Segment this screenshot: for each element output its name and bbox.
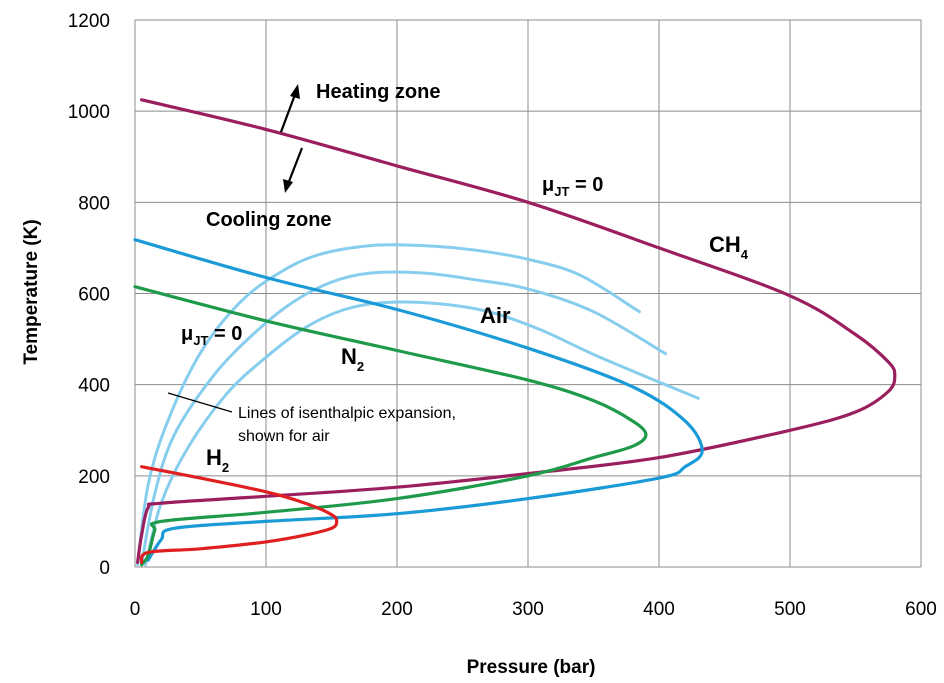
mu-equals: = 0 [208,323,242,345]
series-line-air [133,238,704,562]
series-line-ch4 [136,98,897,564]
isenthalp-label-line2: shown for air [238,428,330,445]
h2-label: H2 [206,445,229,475]
mu-jt-label-upper: μJT = 0 [542,174,603,199]
ch4-main: CH [709,232,741,257]
isenthalp-line [144,300,700,567]
mu-jt-label-lower: μJT = 0 [181,323,242,348]
y-tick-label: 1000 [68,102,110,123]
x-tick-label: 0 [130,599,141,620]
annotation-cooling-zone: Cooling zone [206,147,332,231]
y-tick-label: 0 [99,558,110,579]
h2-subscript: 2 [222,460,229,475]
mu-subscript: JT [193,333,208,348]
y-tick-label: 600 [78,285,110,306]
n2-main: N [341,344,357,369]
y-tick-labels: 0 200 400 600 800 1000 1200 [68,11,110,579]
cooling-zone-label: Cooling zone [206,209,332,231]
heating-arrow [279,91,298,133]
grid [135,19,922,567]
annotation-heating-zone: Heating zone [279,81,440,133]
series-line-n2 [133,285,648,567]
y-tick-label: 400 [78,376,110,397]
n2-label: N2 [341,344,364,374]
isenthalp-leader-line [167,392,233,413]
cooling-arrowhead [283,179,293,193]
isenthalp-lines [136,243,700,567]
cooling-arrow [286,147,304,185]
isenthalp-line [140,270,668,567]
y-tick-label: 800 [78,193,110,214]
x-axis-title: Pressure (bar) [467,657,596,678]
y-axis-title: Temperature (K) [21,219,42,364]
h2-main: H [206,445,222,470]
x-tick-label: 300 [512,599,544,620]
x-tick-label: 100 [250,599,282,620]
mu-subscript: JT [554,184,569,199]
ch4-subscript: 4 [741,247,749,262]
ch4-label: CH4 [709,232,749,262]
annotation-isenthalp: Lines of isenthalpic expansion, shown fo… [167,392,456,445]
x-tick-label: 600 [905,599,937,620]
isenthalp-line [136,243,641,567]
series-line-h2 [139,465,339,564]
y-tick-label: 200 [78,467,110,488]
x-tick-label: 500 [774,599,806,620]
x-tick-labels: 0 100 200 300 400 500 600 [130,599,937,620]
mu-symbol: μ [542,174,554,196]
mu-symbol: μ [181,323,193,345]
y-tick-label: 1200 [68,11,110,32]
isenthalp-label-line1: Lines of isenthalpic expansion, [238,405,456,422]
series-lines [133,98,897,567]
heating-zone-label: Heating zone [316,81,440,103]
heating-arrowhead [290,84,300,99]
air-label: Air [480,303,511,328]
mu-equals: = 0 [569,174,603,196]
x-tick-label: 200 [381,599,413,620]
axes [134,20,921,568]
n2-subscript: 2 [357,359,364,374]
x-tick-label: 400 [643,599,675,620]
